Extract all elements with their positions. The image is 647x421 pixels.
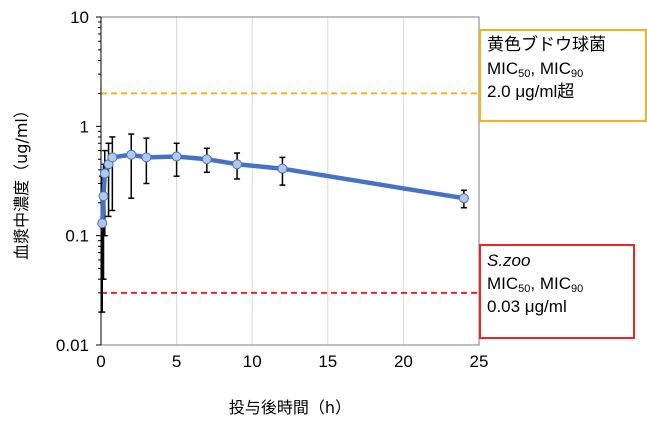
data-point	[141, 152, 152, 163]
mic-subscript: 50	[518, 283, 531, 295]
y-tick-label: 0.1	[65, 227, 89, 246]
x-tick-label: 10	[243, 352, 262, 371]
x-tick-label: 0	[96, 352, 105, 371]
mic-subscript: 50	[518, 68, 531, 80]
data-point	[99, 168, 110, 179]
annotation-title: S.zoo	[487, 251, 531, 270]
data-point	[171, 151, 182, 162]
annotation-mic: MIC50, MIC90	[487, 57, 639, 80]
mic-subscript: 90	[571, 283, 584, 295]
mic-label: MIC	[539, 274, 572, 293]
x-tick-label: 20	[394, 352, 413, 371]
reference-lines	[101, 92, 479, 294]
mic-separator: ,	[530, 274, 540, 293]
x-tick-label: 5	[172, 352, 181, 371]
x-axis-title: 投与後時間（h）	[229, 398, 351, 417]
x-tick-label: 25	[470, 352, 489, 371]
data-point	[98, 191, 109, 202]
data-point	[107, 152, 118, 163]
annotation-box-szoo: S.zoo MIC50, MIC90 0.03 μg/ml	[479, 244, 635, 339]
data-point	[458, 193, 469, 204]
data-point	[126, 149, 137, 160]
y-tick-label: 10	[70, 8, 89, 27]
annotation-box-staph: 黄色ブドウ球菌 MIC50, MIC90 2.0 μg/ml超	[479, 29, 647, 122]
annotation-value: 0.03 μg/ml	[487, 297, 567, 316]
mic-label: MIC	[539, 59, 572, 78]
y-tick-label: 0.01	[56, 336, 89, 355]
mic-separator: ,	[530, 59, 540, 78]
data-point	[201, 154, 212, 165]
annotation-mic: MIC50, MIC90	[487, 272, 627, 295]
y-tick-label: 1	[80, 117, 89, 136]
y-axis-title: 血漿中濃度（ug/ml）	[12, 102, 31, 260]
data-point	[232, 159, 243, 170]
plot-area-border	[100, 16, 480, 346]
mic-subscript: 90	[571, 68, 584, 80]
grid-lines	[100, 17, 480, 345]
series-layer	[97, 133, 469, 313]
data-point	[277, 163, 288, 174]
mic-label: MIC	[487, 274, 519, 293]
annotation-value: 2.0 μg/ml超	[487, 82, 575, 101]
x-tick-label: 15	[318, 352, 337, 371]
data-point	[97, 218, 108, 229]
axes: 0 5 10 15 20 25 0.01 0.1 1 10	[56, 8, 489, 371]
annotation-title: 黄色ブドウ球菌	[487, 35, 606, 55]
mic-label: MIC	[487, 59, 519, 78]
